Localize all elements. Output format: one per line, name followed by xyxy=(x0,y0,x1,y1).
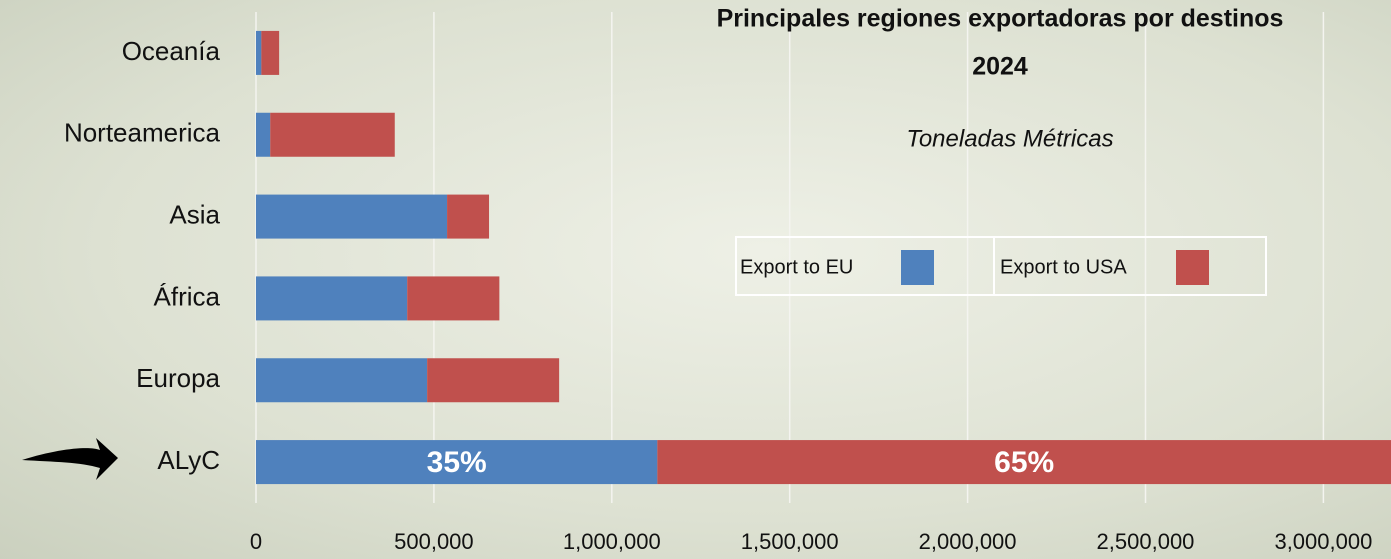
bar-annotation: 35% xyxy=(427,446,487,479)
x-tick-label: 2,500,000 xyxy=(1097,529,1195,554)
x-tick-label: 500,000 xyxy=(394,529,474,554)
y-tick-label: Asia xyxy=(169,199,220,229)
x-tick-label: 2,000,000 xyxy=(919,529,1017,554)
bar xyxy=(270,112,395,157)
y-tick-label: África xyxy=(154,281,221,311)
legend: Export to EU Export to USA xyxy=(735,236,1267,296)
bars xyxy=(256,30,1391,485)
bar xyxy=(256,194,448,239)
y-tick-label: Europa xyxy=(136,363,220,393)
bar xyxy=(256,358,428,403)
x-tick-label: 1,500,000 xyxy=(741,529,839,554)
bar xyxy=(447,194,490,239)
bar xyxy=(256,440,658,485)
arrow xyxy=(22,438,118,480)
y-tick-label: ALyC xyxy=(157,445,220,475)
bar xyxy=(261,30,280,75)
y-tick-label: Norteamerica xyxy=(64,118,221,148)
chart-title: 2024 xyxy=(972,53,1028,81)
legend-label: Export to EU xyxy=(740,256,853,278)
legend-swatch xyxy=(901,250,934,285)
legend-box xyxy=(735,236,1267,296)
bar xyxy=(256,30,262,75)
chart-title: Principales regiones exportadoras por de… xyxy=(717,5,1284,33)
legend-label: Export to USA xyxy=(1000,256,1127,278)
bar xyxy=(256,112,271,157)
x-tick-label: 3,000,000 xyxy=(1274,529,1372,554)
bar xyxy=(657,440,1391,485)
chart-subtitle: Toneladas Métricas xyxy=(906,125,1113,152)
bar xyxy=(427,358,560,403)
bar-annotation: 65% xyxy=(994,446,1054,479)
y-tick-label: Oceanía xyxy=(122,36,221,66)
legend-swatch xyxy=(1176,250,1209,285)
grid xyxy=(255,12,1325,503)
x-tick-label: 0 xyxy=(250,529,262,554)
bar xyxy=(407,276,500,321)
x-tick-label: 1,000,000 xyxy=(563,529,661,554)
bar xyxy=(256,276,408,321)
